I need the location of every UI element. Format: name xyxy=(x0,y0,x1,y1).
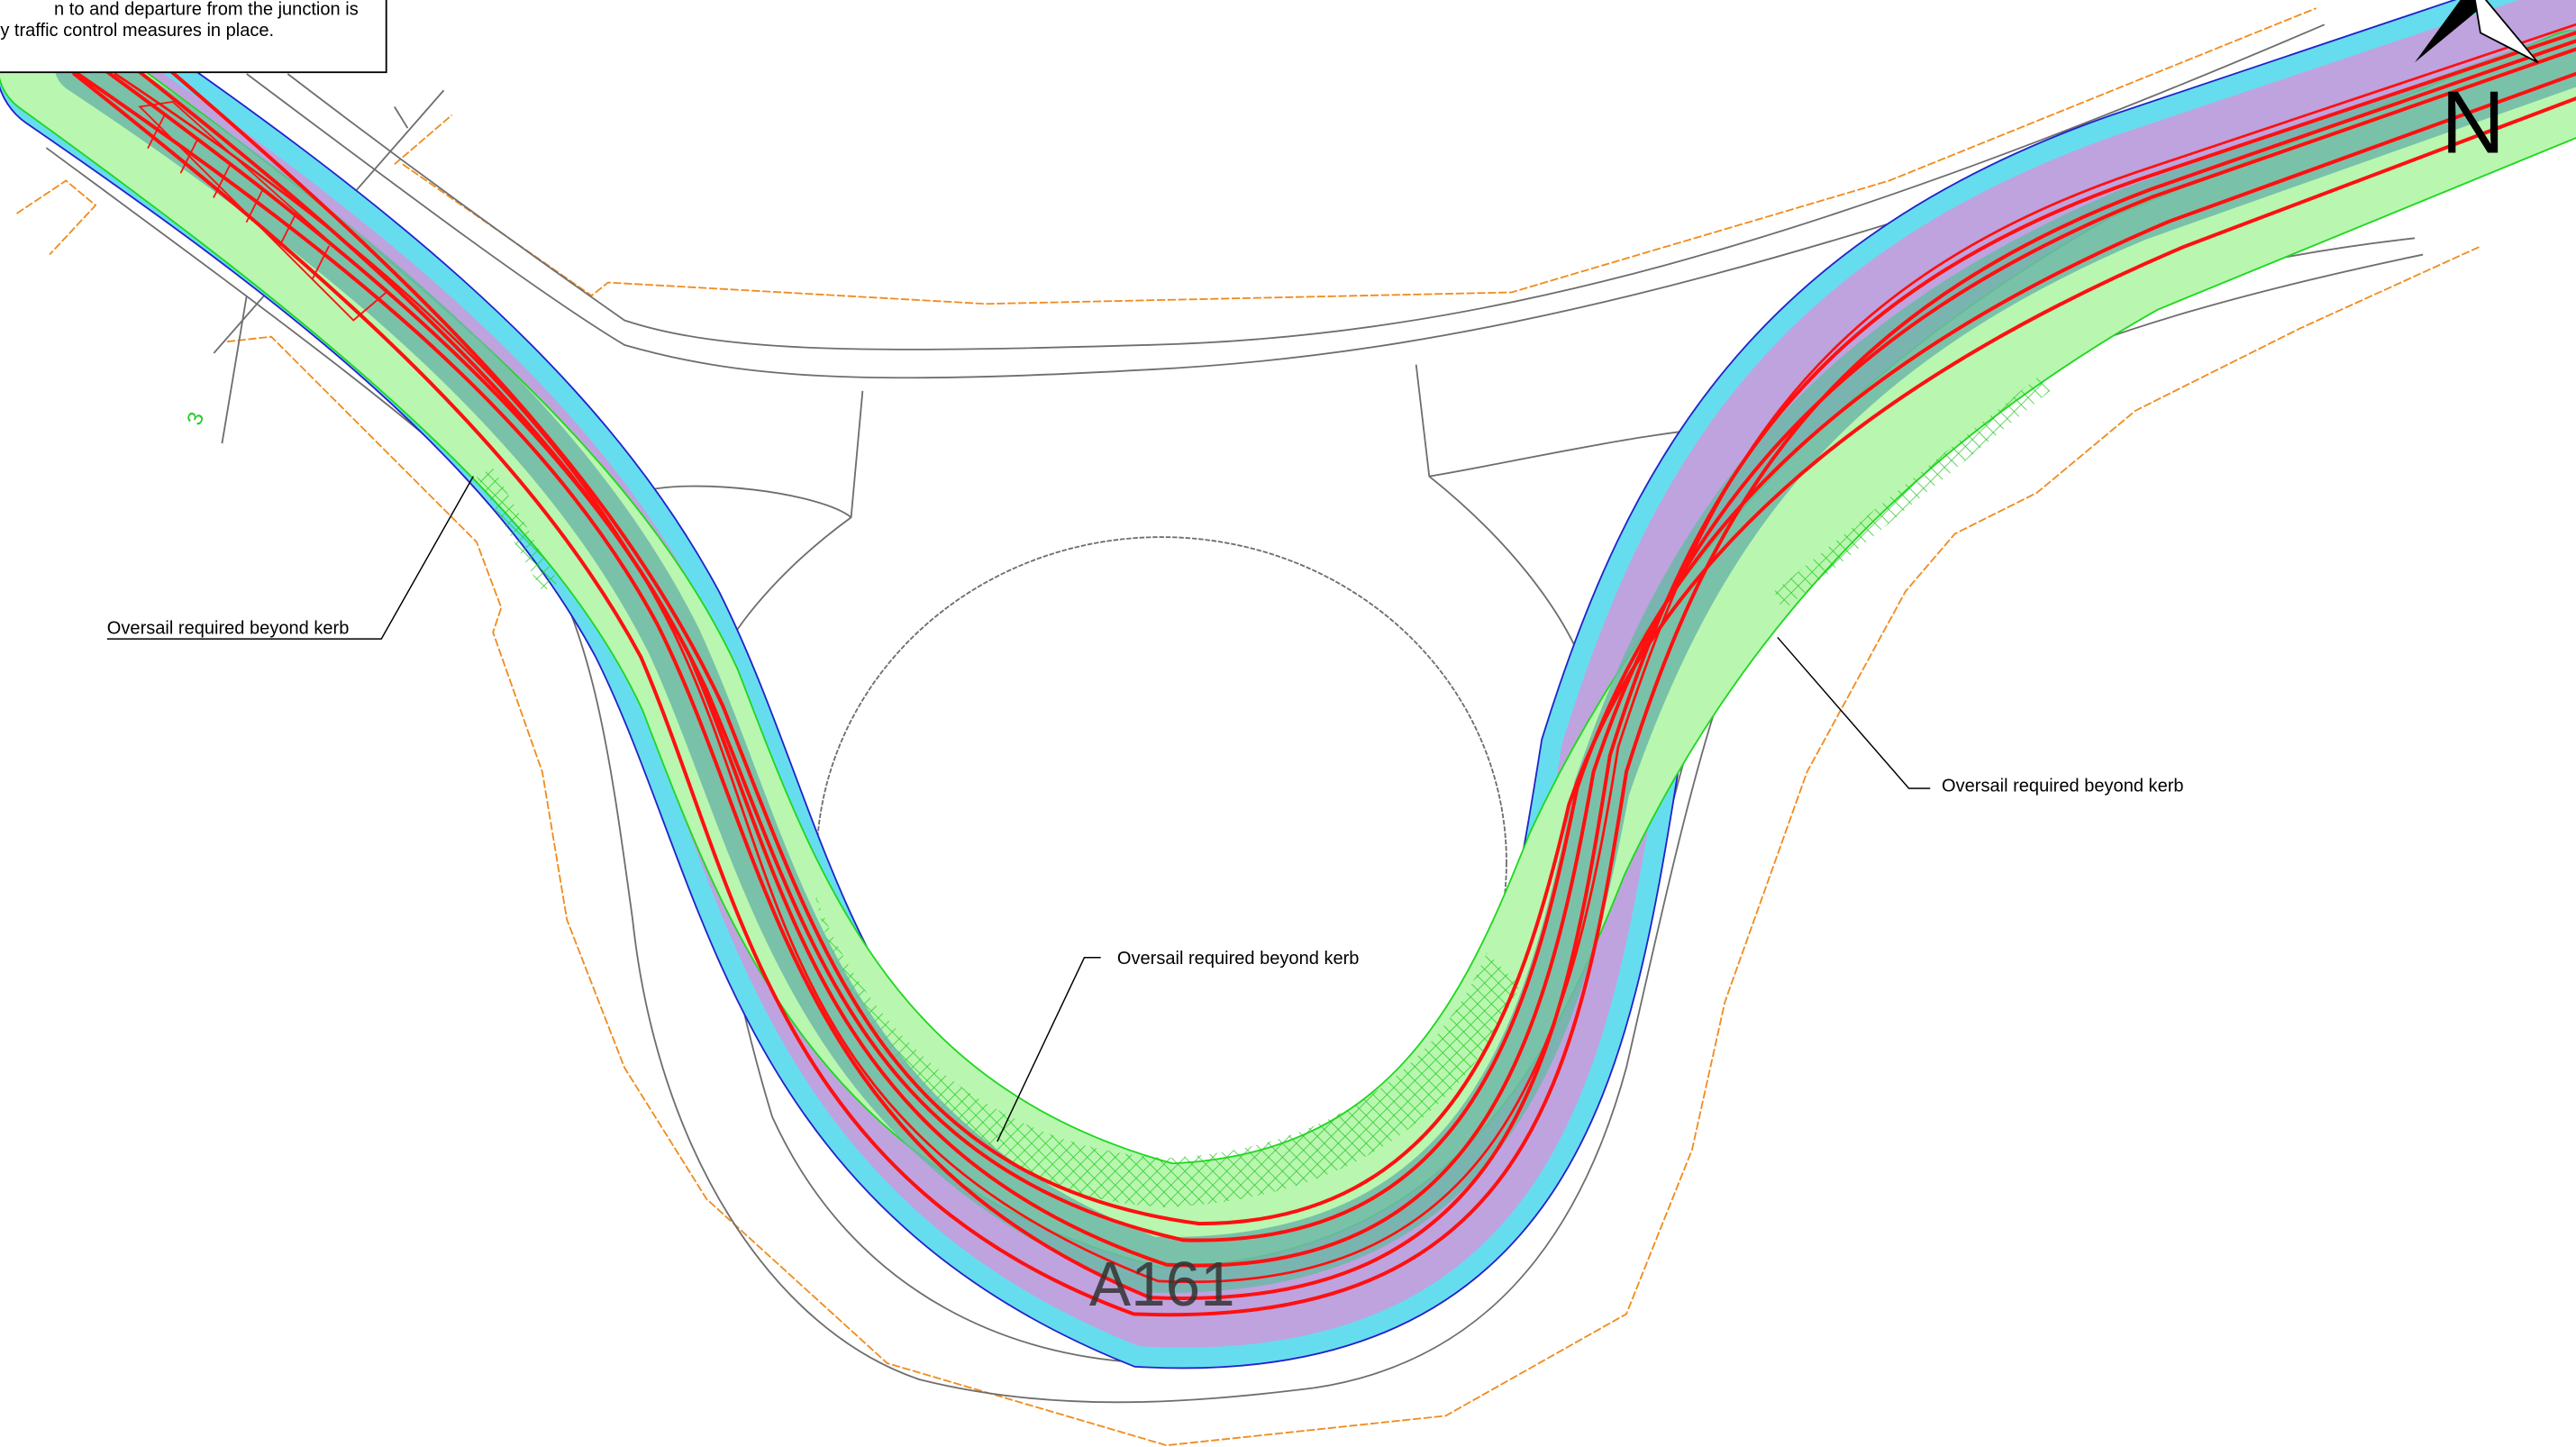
drawing-path xyxy=(246,73,2334,379)
drawing-path xyxy=(114,23,2576,1284)
swept-path xyxy=(0,0,2576,1370)
side-label: 3 xyxy=(183,409,209,428)
leader-line xyxy=(997,957,1101,1142)
annotations xyxy=(106,476,1931,1142)
drawing-path xyxy=(54,29,2576,1293)
note-line: y traffic control measures in place. xyxy=(0,21,274,41)
drawing-path xyxy=(0,14,2576,1267)
drawing-g xyxy=(64,23,2576,1317)
drawing-path xyxy=(16,179,97,256)
drawing-path xyxy=(813,887,1520,1207)
leader-line xyxy=(106,476,474,640)
drawing-path xyxy=(2415,0,2480,63)
site-boundary xyxy=(16,7,2481,1447)
note-box: n to and departure from the junction is … xyxy=(0,0,387,74)
annotation: Oversail required beyond kerb xyxy=(1942,777,2184,796)
leader-line xyxy=(1777,636,1931,789)
annotation: Oversail required beyond kerb xyxy=(1117,949,1360,969)
drawing-path xyxy=(64,31,2576,1300)
drawing-path xyxy=(72,39,2576,1317)
road-label: A161 xyxy=(1089,1249,1235,1319)
drawing-path xyxy=(394,7,2317,305)
north-arrow: N xyxy=(2415,0,2539,172)
annotation: Oversail required beyond kerb xyxy=(107,619,350,639)
drawing-path xyxy=(226,245,2481,1447)
drawing-path xyxy=(138,101,388,322)
drawing-path xyxy=(162,63,2576,1226)
drawing-path xyxy=(2473,0,2539,64)
note-line: n to and departure from the junction is xyxy=(54,0,359,19)
note-frame xyxy=(0,0,387,74)
drawing-path xyxy=(287,23,2326,350)
drawing-path xyxy=(130,63,2576,1242)
north-label: N xyxy=(2441,73,2505,172)
